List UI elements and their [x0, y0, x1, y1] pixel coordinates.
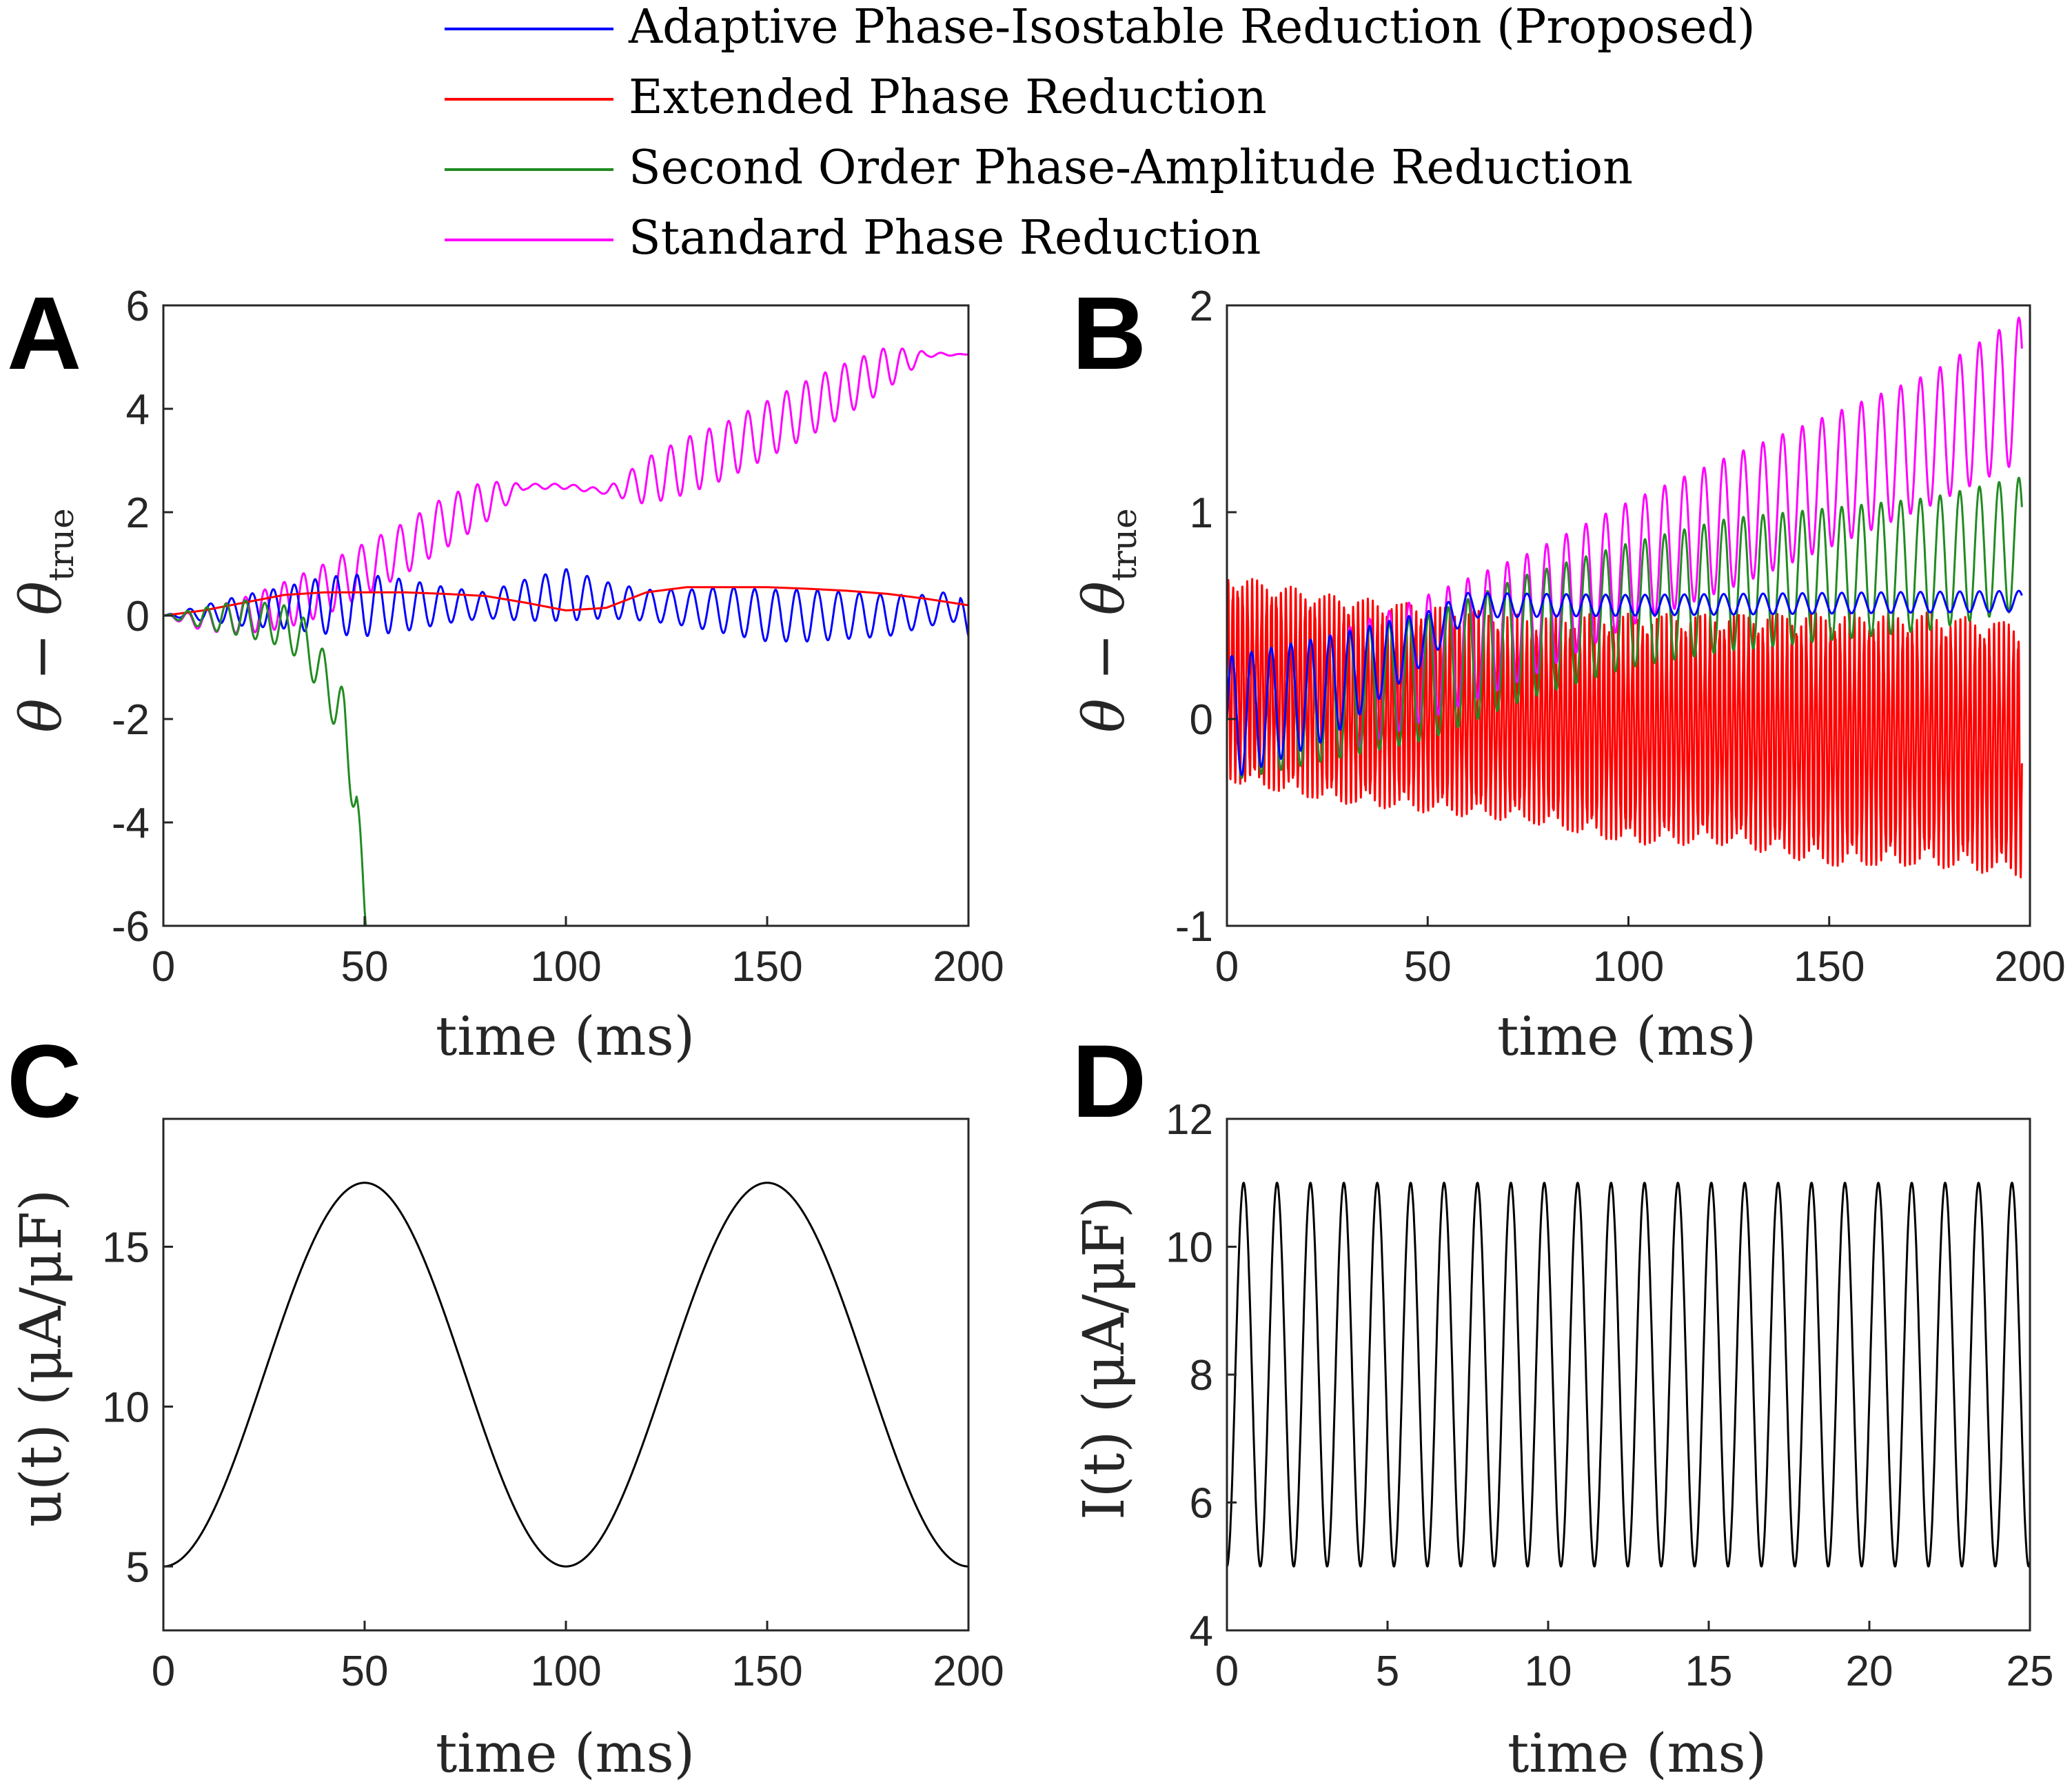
x-tick-label: 0 — [152, 943, 175, 991]
y-axis-label-b: θ − θtrue — [1072, 508, 1144, 732]
x-tick-label: 100 — [530, 1648, 601, 1695]
x-tick-label: 0 — [1215, 943, 1239, 991]
x-tick-label: 200 — [933, 943, 1004, 991]
series-line-u-t-c — [163, 1182, 968, 1568]
legend-label-second-order: Second Order Phase-Amplitude Reduction — [629, 141, 1633, 195]
y-axis-label-c: u(t) (μA/μF) — [9, 1189, 74, 1527]
y-tick-label: 6 — [126, 283, 150, 330]
y-tick-label: 8 — [1190, 1352, 1213, 1399]
y-tick-label: 5 — [126, 1544, 150, 1591]
x-axis-label-d: time (ms) — [1507, 1723, 1767, 1785]
x-tick-label: 25 — [2007, 1648, 2054, 1695]
x-axis-label-c: time (ms) — [436, 1723, 695, 1785]
y-tick-label: 2 — [1190, 283, 1213, 330]
x-tick-label: 5 — [1376, 1648, 1399, 1695]
y-axis-label-a: θ − θtrue — [9, 508, 81, 732]
chart-panel-d: 0 5 10 15 20 25 4 6 8 10 12 time (ms) I(t) (μA/μF) — [1072, 1096, 2053, 1785]
series-line-second-order-a — [163, 599, 367, 926]
x-tick-label: 0 — [1215, 1648, 1239, 1695]
y-tick-label: 0 — [1190, 696, 1213, 744]
y-tick-label: 4 — [1190, 1608, 1213, 1655]
x-axis-label-a: time (ms) — [436, 1006, 695, 1068]
series-line-adaptive-b — [1227, 589, 2023, 776]
legend-label-adaptive: Adaptive Phase-Isostable Reduction (Prop… — [628, 0, 1756, 54]
y-tick-label: -4 — [112, 800, 150, 847]
x-tick-label: 20 — [1846, 1648, 1893, 1695]
y-tick-label: -1 — [1175, 903, 1213, 951]
series-line-standard-a — [163, 347, 968, 634]
chart-panel-a: 0 50 100 150 200 -6 -4 -2 0 2 4 6 time (ms) θ − θtr… — [9, 283, 1004, 1068]
y-tick-label: 1 — [1190, 489, 1213, 537]
y-axis-label-d: I(t) (μA/μF) — [1072, 1196, 1137, 1520]
x-tick-label: 100 — [1593, 943, 1664, 991]
y-tick-label: -2 — [112, 696, 150, 744]
y-tick-label: 6 — [1190, 1480, 1213, 1528]
y-tick-label: 0 — [126, 593, 150, 640]
x-tick-label: 200 — [1994, 943, 2065, 991]
x-tick-label: 10 — [1525, 1648, 1572, 1695]
y-tick-label: 2 — [126, 489, 150, 537]
y-tick-label: 15 — [102, 1224, 150, 1272]
x-tick-label: 15 — [1685, 1648, 1733, 1695]
x-tick-label: 200 — [933, 1648, 1004, 1695]
legend-label-standard: Standard Phase Reduction — [629, 211, 1261, 265]
x-tick-label: 50 — [341, 1648, 389, 1695]
series-line-extended-b — [1227, 578, 2023, 879]
x-tick-label: 50 — [341, 943, 389, 991]
series-line-second-order-b — [1227, 476, 2023, 780]
x-tick-label: 150 — [731, 1648, 802, 1695]
x-tick-label: 150 — [1794, 943, 1865, 991]
legend-label-extended: Extended Phase Reduction — [629, 70, 1267, 125]
series-line-i-t-d — [1227, 1182, 2030, 1568]
legend: Adaptive Phase-Isostable Reduction (Prop… — [445, 0, 1756, 265]
y-tick-label: 10 — [102, 1384, 150, 1431]
panel-label-d: D — [1072, 1023, 1146, 1139]
x-tick-label: 100 — [530, 943, 601, 991]
x-tick-label: 0 — [152, 1648, 175, 1695]
y-tick-label: -6 — [112, 903, 150, 951]
plot-frame-c — [162, 1117, 970, 1632]
panel-label-c: C — [7, 1023, 81, 1139]
chart-panel-c: 0 50 100 150 200 5 10 15 time (ms) u(t) (μA/μF) — [9, 1117, 1004, 1785]
panel-label-a: A — [7, 275, 81, 391]
plot-frame-a — [162, 304, 970, 927]
series-line-extended-a — [163, 586, 968, 617]
x-tick-label: 50 — [1404, 943, 1452, 991]
x-axis-label-b: time (ms) — [1497, 1006, 1756, 1068]
series-line-standard-b — [1227, 316, 2023, 780]
y-tick-label: 4 — [126, 386, 150, 434]
y-tick-label: 10 — [1166, 1224, 1213, 1272]
x-tick-label: 150 — [731, 943, 802, 991]
y-tick-label: 12 — [1166, 1096, 1213, 1144]
panel-label-b: B — [1072, 275, 1146, 391]
